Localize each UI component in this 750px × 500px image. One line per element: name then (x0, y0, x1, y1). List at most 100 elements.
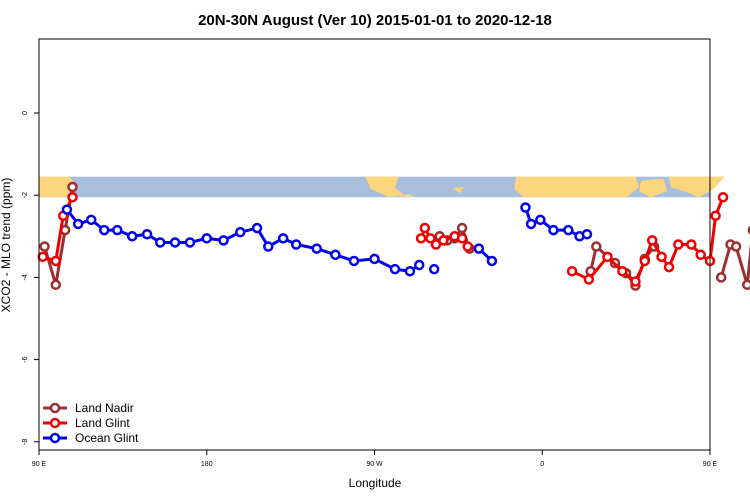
legend-label-ocean-glint: Ocean Glint (75, 431, 139, 445)
land-nadir-point (50, 279, 62, 291)
ocean-glint-point (520, 202, 531, 213)
ocean-glint-point (201, 233, 212, 244)
ocean-glint-point (184, 237, 196, 248)
ocean-glint-point (72, 218, 84, 230)
world-map-strip (39, 176, 725, 198)
land-glint-point (438, 235, 449, 246)
x-axis: 90 E 180 90 W 0 90 E (32, 450, 718, 468)
ocean-glint-point (126, 231, 138, 242)
x-tick-label: 90 E (703, 461, 718, 468)
legend-marker-ocean-glint (49, 432, 61, 444)
ocean-glint-point (548, 224, 559, 236)
map-land-1 (365, 176, 405, 198)
land-glint-point (419, 222, 431, 234)
ocean-glint-point (404, 265, 416, 277)
x-tick-label: 90 E (32, 461, 47, 468)
ocean-glint-point (348, 255, 360, 267)
legend-label-land-glint: Land Glint (75, 416, 130, 430)
y-tick-label: -8 (22, 439, 29, 445)
y-axis: 0 -2 -4 -6 -8 (22, 111, 39, 445)
land-glint-point (673, 239, 684, 250)
land-nadir-point (730, 241, 742, 252)
land-glint-point (456, 233, 468, 244)
y-tick-label: 0 (22, 111, 29, 115)
series-layer (37, 181, 750, 291)
map-land-3 (452, 186, 464, 194)
land-nadir-point (742, 279, 750, 291)
y-tick-label: -4 (22, 274, 29, 280)
ocean-glint-point (154, 237, 166, 248)
land-glint-point (639, 255, 651, 267)
ocean-glint-point (218, 235, 229, 246)
map-land-4 (514, 176, 640, 198)
ocean-glint-point (525, 218, 537, 230)
ocean-glint-point (169, 237, 181, 248)
land-glint-point (717, 191, 729, 203)
y-axis-label: XCO2 - MLO trend (ppm) (0, 178, 13, 313)
land-glint-point (415, 233, 427, 244)
ocean-glint-point (563, 224, 574, 236)
ocean-glint-point (330, 249, 341, 261)
land-glint-point (646, 235, 658, 246)
ocean-glint-point (369, 253, 380, 265)
legend-marker-land-glint (49, 417, 61, 429)
y-tick-label: -6 (22, 356, 29, 362)
land-glint-point (37, 251, 48, 263)
ocean-glint-point (473, 243, 485, 254)
land-glint-point (663, 261, 675, 273)
ocean-glint-point (263, 241, 274, 252)
land-nadir-point (39, 241, 50, 252)
land-nadir-line (719, 243, 750, 287)
ocean-glint-point (141, 228, 153, 240)
ocean-glint-point (428, 263, 440, 275)
land-nadir-point (67, 181, 78, 193)
land-nadir-point (715, 272, 727, 283)
chart-title: 20N-30N August (Ver 10) 2015-01-01 to 20… (198, 12, 552, 29)
land-glint-point (710, 210, 721, 221)
series-ocean-glint (61, 202, 593, 277)
land-glint-point (566, 265, 578, 277)
ocean-glint-point (389, 263, 401, 275)
legend-label-land-nadir: Land Nadir (75, 401, 134, 415)
map-land-2 (398, 194, 416, 198)
ocean-glint-point (85, 214, 97, 226)
land-glint-point (67, 191, 78, 203)
land-glint-point (583, 274, 595, 285)
ocean-glint-point (98, 224, 110, 236)
x-tick-label: 0 (540, 461, 544, 468)
land-glint-point (695, 249, 706, 261)
x-tick-label: 180 (201, 461, 213, 468)
ocean-glint-point (251, 222, 263, 234)
map-land-5 (639, 178, 668, 198)
land-glint-point (630, 276, 641, 287)
x-axis-label: Longitude (349, 476, 402, 490)
ocean-glint-point (535, 214, 546, 226)
map-land-6 (668, 176, 725, 198)
ocean-glint-point (235, 226, 246, 238)
y-tick-label: -2 (22, 192, 29, 198)
x-tick-label: 90 W (366, 461, 383, 468)
ocean-glint-point (277, 233, 289, 244)
ocean-glint-point (290, 239, 302, 250)
ocean-glint-point (61, 204, 73, 215)
land-glint-point (50, 255, 62, 267)
plot-frame (38, 38, 711, 451)
land-nadir-point (456, 222, 468, 234)
map-land-0 (39, 176, 77, 198)
land-glint-point (656, 251, 667, 263)
land-glint-point (686, 239, 697, 250)
ocean-glint-point (112, 224, 123, 236)
ocean-glint-point (413, 259, 425, 271)
land-glint-point (425, 233, 436, 244)
ocean-glint-point (581, 228, 593, 240)
legend-marker-land-nadir (49, 402, 61, 414)
land-glint-point (462, 241, 473, 252)
land-glint-point (617, 265, 628, 277)
ocean-glint-point (486, 255, 498, 267)
ocean-glint-point (311, 243, 322, 254)
land-glint-point (602, 251, 613, 263)
land-nadir-point (591, 241, 602, 252)
